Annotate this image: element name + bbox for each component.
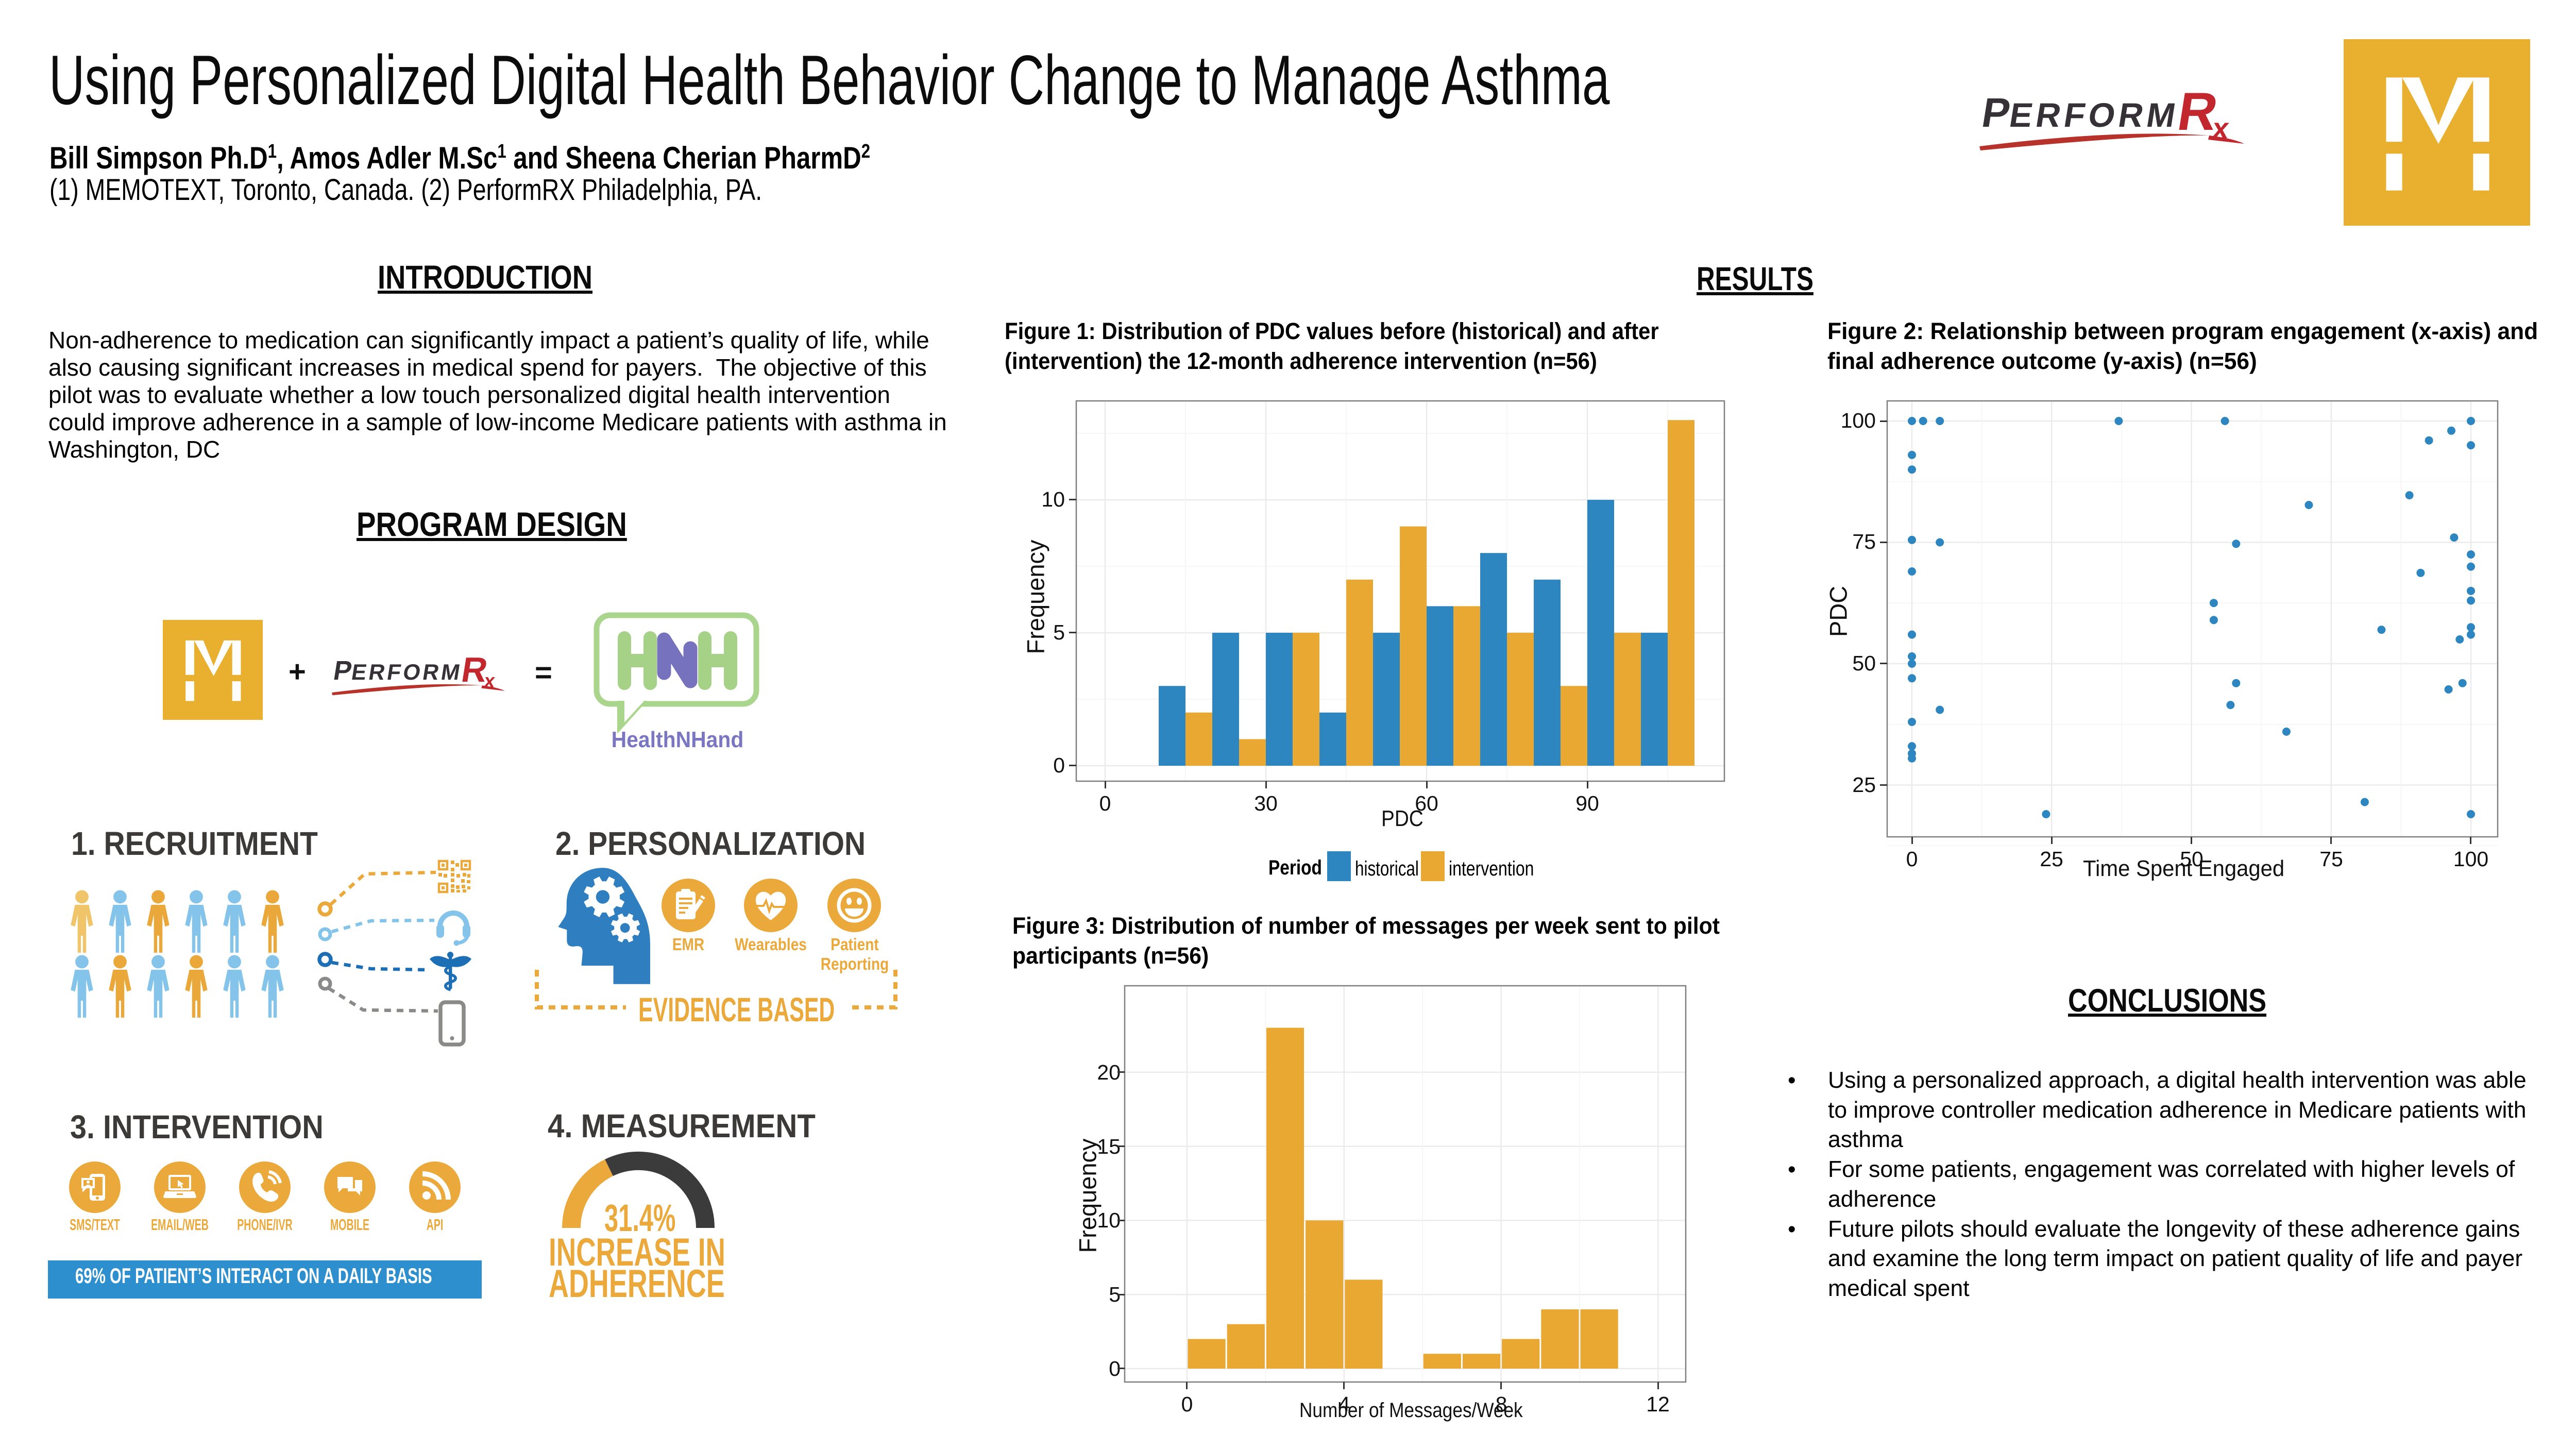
svg-text:R: R	[2174, 82, 2222, 142]
svg-text:ERFORM: ERFORM	[2007, 96, 2182, 134]
svg-text:HealthNHand: HealthNHand	[612, 728, 744, 753]
svg-text:R: R	[459, 650, 490, 689]
svg-text:ERFORM: ERFORM	[350, 660, 464, 685]
